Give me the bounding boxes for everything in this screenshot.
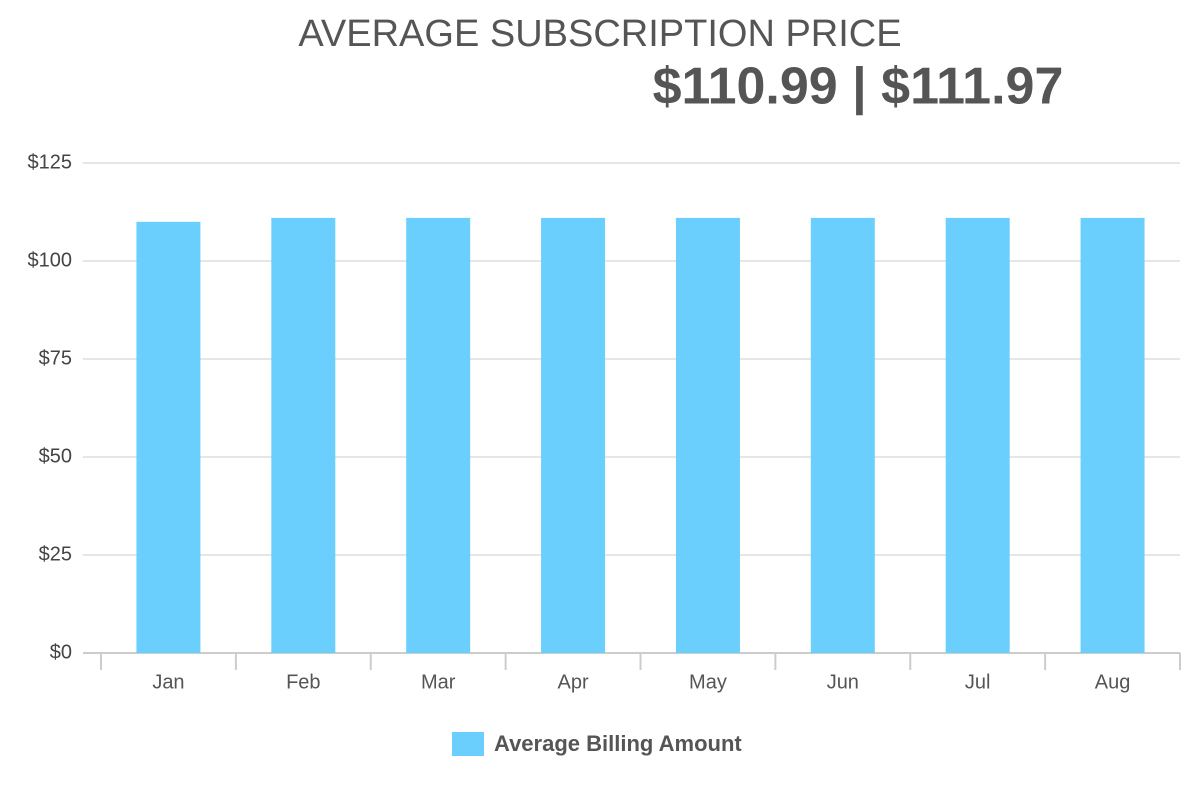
y-tick-label: $100	[28, 249, 73, 271]
legend-label: Average Billing Amount	[494, 731, 742, 756]
bar	[406, 217, 471, 653]
chart-title: AVERAGE SUBSCRIPTION PRICE	[298, 13, 901, 55]
x-tick-label: Mar	[421, 671, 456, 693]
bar	[1080, 217, 1145, 653]
x-tick-label: Apr	[558, 671, 589, 693]
y-tick-label: $75	[39, 347, 72, 369]
y-tick-label: $125	[28, 151, 73, 173]
y-tick-label: $0	[50, 641, 72, 663]
y-tick-label: $50	[39, 445, 72, 467]
x-tick-label: Aug	[1095, 671, 1131, 693]
bar	[945, 217, 1010, 653]
bar	[271, 217, 336, 653]
x-tick-label: May	[689, 671, 727, 693]
x-tick-label: Jun	[827, 671, 859, 693]
x-tick-label: Feb	[286, 671, 320, 693]
bar	[136, 221, 201, 654]
x-tick-label: Jul	[965, 671, 991, 693]
chart-subtitle: $110.99 | $111.97	[653, 58, 1064, 116]
bar	[810, 217, 875, 653]
legend-swatch	[452, 732, 484, 756]
y-tick-label: $25	[39, 543, 72, 565]
bar	[675, 217, 740, 653]
bar	[541, 217, 606, 653]
x-tick-label: Jan	[152, 671, 184, 693]
